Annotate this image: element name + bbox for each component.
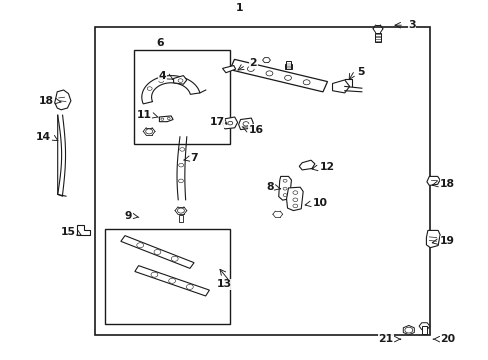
Text: 13: 13 xyxy=(217,279,232,289)
Bar xyxy=(374,33,380,42)
Polygon shape xyxy=(222,66,235,73)
Circle shape xyxy=(171,256,178,261)
Polygon shape xyxy=(418,323,429,330)
Polygon shape xyxy=(229,59,327,92)
Text: 15: 15 xyxy=(61,227,76,237)
Text: 12: 12 xyxy=(320,162,335,172)
Bar xyxy=(95,27,429,335)
Circle shape xyxy=(243,122,248,126)
Circle shape xyxy=(247,66,254,71)
Text: 18: 18 xyxy=(439,179,454,189)
Text: 16: 16 xyxy=(248,125,263,135)
Text: 4: 4 xyxy=(158,71,166,81)
Circle shape xyxy=(227,121,232,125)
Bar xyxy=(105,229,229,324)
Circle shape xyxy=(178,179,183,183)
Circle shape xyxy=(145,129,152,134)
Polygon shape xyxy=(299,160,314,170)
Circle shape xyxy=(284,75,291,80)
Circle shape xyxy=(292,198,297,202)
Polygon shape xyxy=(55,90,71,110)
Circle shape xyxy=(159,79,163,82)
Text: 10: 10 xyxy=(312,198,327,208)
Polygon shape xyxy=(173,76,186,84)
Text: 2: 2 xyxy=(249,58,257,68)
Circle shape xyxy=(283,179,286,182)
Text: 9: 9 xyxy=(124,211,132,221)
Circle shape xyxy=(186,284,193,289)
Circle shape xyxy=(178,163,183,167)
Circle shape xyxy=(154,249,161,255)
Bar xyxy=(134,50,229,144)
Circle shape xyxy=(177,208,184,213)
Polygon shape xyxy=(159,116,173,122)
Text: 11: 11 xyxy=(136,110,151,120)
Text: 7: 7 xyxy=(190,153,198,163)
Text: 21: 21 xyxy=(378,334,393,344)
Circle shape xyxy=(167,117,170,120)
Circle shape xyxy=(283,187,286,190)
Text: 17: 17 xyxy=(209,117,224,127)
Text: 19: 19 xyxy=(439,236,454,246)
Polygon shape xyxy=(238,118,253,130)
Circle shape xyxy=(404,327,412,333)
Text: 6: 6 xyxy=(156,38,164,48)
Polygon shape xyxy=(278,176,291,200)
Circle shape xyxy=(178,79,183,82)
Bar xyxy=(285,64,291,69)
Text: 14: 14 xyxy=(36,132,51,142)
Polygon shape xyxy=(135,266,209,296)
Text: 20: 20 xyxy=(439,334,454,344)
Polygon shape xyxy=(222,117,237,129)
Polygon shape xyxy=(121,235,194,269)
Circle shape xyxy=(292,191,297,194)
Text: 3: 3 xyxy=(407,20,415,30)
Polygon shape xyxy=(403,325,413,335)
Polygon shape xyxy=(262,58,270,63)
Text: 1: 1 xyxy=(235,3,243,13)
Circle shape xyxy=(137,243,143,248)
Polygon shape xyxy=(286,187,303,211)
Circle shape xyxy=(168,278,175,283)
Circle shape xyxy=(283,194,286,197)
Bar xyxy=(179,215,183,222)
Circle shape xyxy=(303,80,309,85)
Polygon shape xyxy=(426,176,439,185)
Polygon shape xyxy=(426,230,439,248)
Text: 5: 5 xyxy=(356,67,364,77)
Circle shape xyxy=(161,118,163,120)
Bar xyxy=(285,61,290,69)
Bar xyxy=(421,326,426,334)
Text: 8: 8 xyxy=(266,182,273,192)
Circle shape xyxy=(147,87,152,90)
Polygon shape xyxy=(142,76,200,104)
Circle shape xyxy=(180,148,184,151)
Circle shape xyxy=(292,204,297,208)
Text: 18: 18 xyxy=(39,96,54,106)
Circle shape xyxy=(265,71,272,76)
Polygon shape xyxy=(332,80,349,93)
Polygon shape xyxy=(77,225,90,235)
Circle shape xyxy=(151,272,158,277)
